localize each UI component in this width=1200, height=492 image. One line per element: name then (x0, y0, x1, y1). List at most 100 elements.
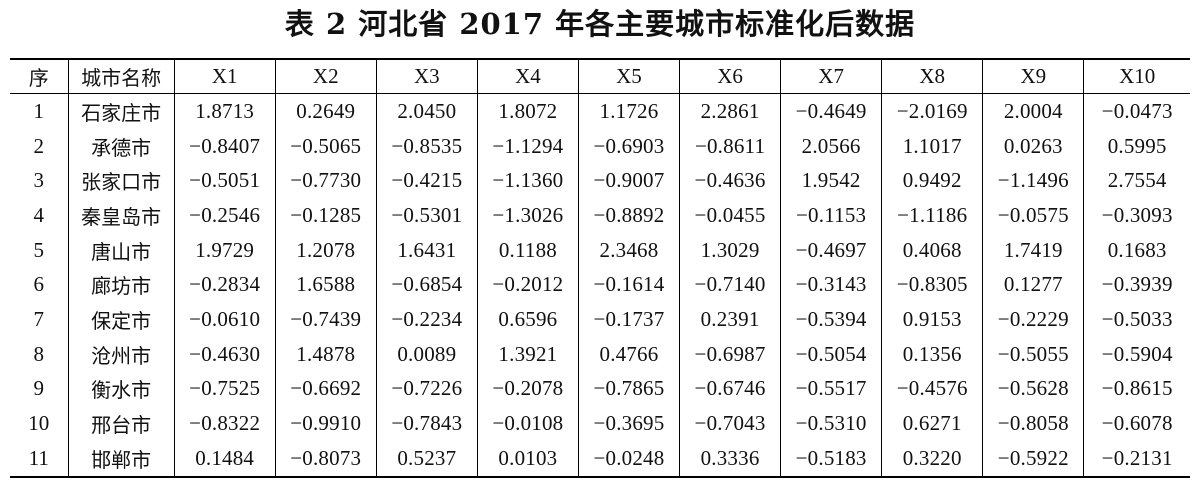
value-cell: 0.9492 (881, 163, 983, 199)
row-index: 1 (33, 98, 45, 123)
value-cell: 1.8072 (476, 93, 579, 129)
value-cell: −0.1614 (577, 267, 680, 303)
value-cell: 1.3921 (476, 336, 579, 372)
value-cell: −0.6854 (375, 267, 478, 303)
table-row: 2 承德市 −0.8407 −0.5065 −0.8535 −1.1294 −0.6903−… (10, 128, 1190, 164)
city-name: 邢台市 (67, 406, 175, 441)
value-cell: −0.5051 (173, 163, 276, 199)
table-row: 11 邯郸市 0.1484 −0.8073 0.5237 0.0103 −0.0248 0.3… (10, 440, 1190, 477)
value-cell: 2.0450 (375, 93, 478, 129)
value-cell: −0.9910 (274, 406, 377, 441)
value-cell: −1.3026 (476, 198, 579, 233)
value-cell: −0.0575 (982, 198, 1084, 233)
value-cell: 1.3029 (679, 232, 781, 268)
value-cell: −0.2012 (476, 267, 579, 303)
value-cell: 0.9153 (881, 302, 983, 337)
value-cell: −0.2546 (173, 198, 276, 233)
value-cell: −0.4649 (780, 93, 882, 129)
value-cell: 1.4878 (274, 336, 377, 372)
value-cell: −0.5301 (375, 198, 478, 233)
value-cell: 1.9542 (780, 163, 882, 199)
value-cell: −0.0248 (577, 440, 680, 477)
header-row: 序城市名称 X1 X2 X3 X4 X5 X6 X7 X8 X9 X10 (10, 59, 1190, 94)
value-cell: 0.3220 (881, 440, 983, 477)
table-header: 序城市名称 X1 X2 X3 X4 X5 X6 X7 X8 X9 X10 (10, 59, 1190, 94)
value-cell: −0.7730 (274, 163, 377, 199)
value-cell: 0.1484 (173, 440, 276, 477)
value-cell: −0.6692 (274, 371, 377, 407)
value-cell: −0.7043 (679, 406, 781, 441)
table-row: 3 张家口市 −0.5051 −0.7730 −0.4215 −1.1360 −0.9007… (10, 163, 1190, 199)
table-row: 6 廊坊市 −0.2834 1.6588 −0.6854 −0.2012 −0.1614 −0… (10, 267, 1190, 303)
value-cell: 0.1683 (1083, 232, 1190, 268)
value-cell: −0.7439 (274, 302, 377, 337)
value-cell: −0.8615 (1083, 371, 1190, 407)
value-cell: −0.4215 (375, 163, 478, 199)
value-cell: −0.3093 (1083, 198, 1190, 233)
value-cell: 2.7554 (1083, 163, 1190, 199)
table-row: 4 秦皇岛市 −0.2546 −0.1285 −0.5301 −1.3026 −0.8892… (10, 198, 1190, 233)
city-name: 沧州市 (67, 336, 175, 372)
city-name: 石家庄市 (67, 93, 175, 129)
value-cell: 0.4766 (577, 336, 680, 372)
value-cell: −0.5628 (982, 371, 1084, 407)
city-name: 保定市 (67, 302, 175, 337)
value-cell: 1.6588 (274, 267, 377, 303)
city-name: 唐山市 (67, 232, 175, 268)
row-index: 11 (28, 445, 49, 470)
value-cell: −0.0108 (476, 406, 579, 441)
value-cell: −0.5922 (982, 440, 1084, 477)
value-cell: −0.5517 (780, 371, 882, 407)
value-cell: −0.6078 (1083, 406, 1190, 441)
value-cell: 1.6431 (375, 232, 478, 268)
value-cell: −0.0610 (173, 302, 276, 337)
table-row: 7 保定市 −0.0610 −0.7439 −0.2234 0.6596 −0.1737 0.… (10, 302, 1190, 337)
table-row: 5 唐山市 1.9729 1.2078 1.6431 0.1188 2.3468 1.3029… (10, 232, 1190, 268)
value-cell: −0.8892 (577, 198, 680, 233)
value-cell: −0.5033 (1083, 302, 1190, 337)
value-cell: −0.5065 (274, 128, 377, 164)
column-header: X5 (577, 59, 680, 94)
row-index: 6 (33, 272, 45, 297)
value-cell: −0.8611 (679, 128, 781, 164)
value-cell: −0.8322 (173, 406, 276, 441)
value-cell: −0.2234 (375, 302, 478, 337)
city-name: 廊坊市 (67, 267, 175, 303)
value-cell: −0.5054 (780, 336, 882, 372)
row-index: 5 (33, 237, 45, 262)
column-header: X6 (679, 59, 781, 94)
value-cell: 0.4068 (881, 232, 983, 268)
value-cell: 0.0263 (982, 128, 1084, 164)
value-cell: −0.3695 (577, 406, 680, 441)
city-name: 衡水市 (67, 371, 175, 407)
value-cell: 0.6596 (476, 302, 579, 337)
value-cell: −0.7525 (173, 371, 276, 407)
value-cell: 1.1726 (577, 93, 680, 129)
value-cell: −0.4636 (679, 163, 781, 199)
city-name: 邯郸市 (67, 440, 175, 477)
city-name: 张家口市 (67, 163, 175, 199)
column-header: X10 (1083, 59, 1190, 94)
row-index: 10 (28, 411, 50, 436)
value-cell: 0.0103 (476, 440, 579, 477)
value-cell: −0.8407 (173, 128, 276, 164)
value-cell: 0.5995 (1083, 128, 1190, 164)
value-cell: −0.5183 (780, 440, 882, 477)
row-index: 8 (33, 341, 45, 366)
city-name: 承德市 (67, 128, 175, 164)
value-cell: −0.2229 (982, 302, 1084, 337)
value-cell: −0.2834 (173, 267, 276, 303)
column-header: X4 (476, 59, 579, 94)
row-index: 7 (33, 306, 45, 331)
value-cell: −0.0455 (679, 198, 781, 233)
standardized-data-table: 序城市名称 X1 X2 X3 X4 X5 X6 X7 X8 X9 X10 1 石家庄市 1.8713 0.… (10, 58, 1190, 478)
value-cell: −0.6746 (679, 371, 781, 407)
table-row: 9 衡水市 −0.7525 −0.6692 −0.7226 −0.2078 −0.7865−… (10, 371, 1190, 407)
value-cell: 0.5237 (375, 440, 478, 477)
value-cell: −1.1294 (476, 128, 579, 164)
column-header: 城市名称 (67, 59, 175, 94)
value-cell: −0.7140 (679, 267, 781, 303)
value-cell: −0.5310 (780, 406, 882, 441)
value-cell: −0.9007 (577, 163, 680, 199)
value-cell: −0.1737 (577, 302, 680, 337)
